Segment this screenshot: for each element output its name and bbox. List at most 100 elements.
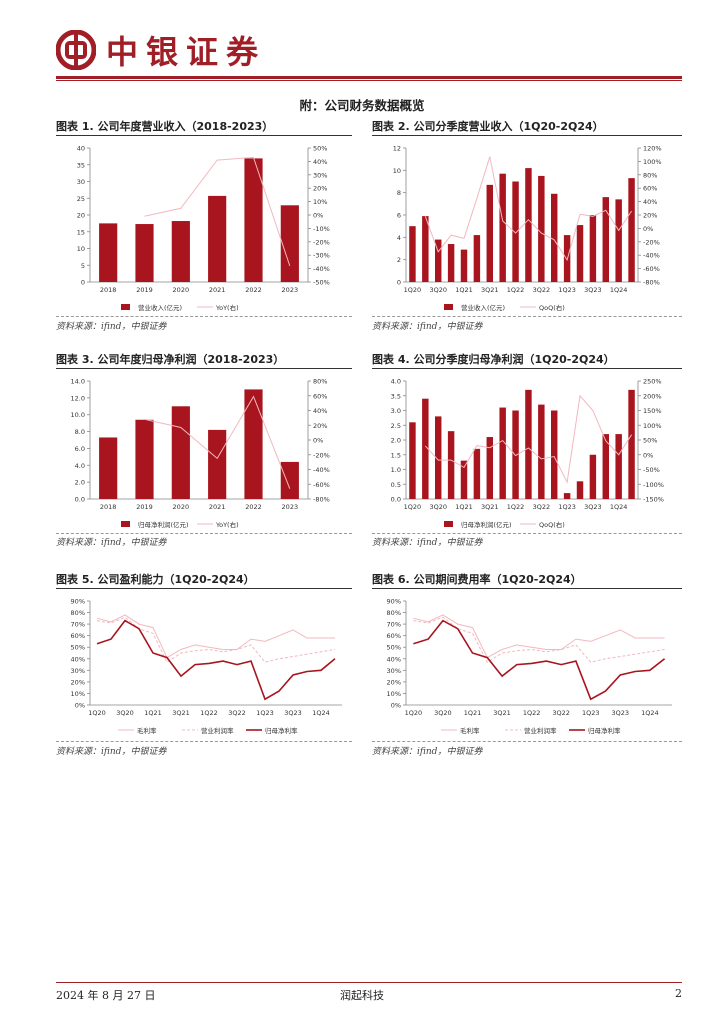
- source-rule: [372, 741, 682, 742]
- bar: [551, 193, 558, 282]
- series-line: [424, 156, 633, 262]
- y-tick-label-right: 50%: [313, 145, 327, 153]
- x-tick-label: 1Q24: [641, 709, 659, 717]
- x-tick-label: 3Q20: [434, 709, 452, 717]
- y-tick-label-left: 15: [77, 228, 85, 236]
- x-tick-label: 2018: [100, 286, 117, 294]
- legend-swatch: [121, 304, 130, 310]
- y-tick-label-left: 1.5: [391, 451, 401, 459]
- x-tick-label: 1Q21: [464, 709, 482, 717]
- y-tick-label-left: 2: [397, 256, 401, 264]
- x-tick-label: 2020: [173, 503, 190, 511]
- y-tick-label-left: 40%: [71, 655, 85, 663]
- y-tick-label-left: 0.5: [391, 481, 401, 489]
- bar: [486, 184, 493, 282]
- y-tick-label-left: 10: [393, 167, 401, 175]
- series-line: [96, 616, 336, 663]
- x-tick-label: 3Q22: [552, 709, 570, 717]
- y-tick-label-right: -20%: [313, 451, 330, 459]
- x-tick-label: 1Q20: [88, 709, 106, 717]
- figure-3-title-rule: [56, 368, 352, 369]
- bar: [538, 175, 545, 282]
- y-tick-label-left: 60%: [387, 632, 401, 640]
- figure-5-title-rule: [56, 588, 352, 589]
- bar: [447, 431, 455, 499]
- y-tick-label-left: 60%: [71, 632, 85, 640]
- source-rule: [372, 533, 682, 534]
- x-tick-label: 3Q23: [284, 709, 302, 717]
- bar: [628, 178, 635, 282]
- y-tick-label-left: 0%: [391, 702, 401, 710]
- figure-5-title: 图表 5. 公司盈利能力（1Q20-2Q24）: [56, 573, 255, 586]
- y-tick-label-right: 80%: [313, 378, 327, 386]
- x-tick-label: 2019: [136, 503, 153, 511]
- y-tick-label-left: 2.0: [391, 437, 401, 445]
- bar: [615, 199, 622, 282]
- bar: [208, 429, 227, 499]
- source-note: 资料来源：ifind，中银证券: [372, 538, 483, 548]
- figure-4-title-rule: [372, 368, 682, 369]
- y-tick-label-right: 80%: [643, 171, 657, 179]
- bar: [171, 221, 190, 282]
- y-tick-label-right: -20%: [643, 238, 660, 246]
- y-tick-label-left: 3.5: [391, 392, 401, 400]
- source-rule: [372, 316, 682, 317]
- legend-swatch: [444, 521, 453, 527]
- y-tick-label-left: 8: [397, 189, 401, 197]
- y-tick-label-right: -60%: [643, 265, 660, 273]
- bar: [208, 195, 227, 282]
- y-tick-label-right: 0%: [313, 212, 323, 220]
- y-tick-label-right: 0%: [643, 225, 653, 233]
- y-tick-label-right: 100%: [643, 422, 662, 430]
- bar: [422, 216, 429, 282]
- x-tick-label: 1Q21: [455, 286, 473, 294]
- y-tick-label-right: 120%: [643, 145, 662, 153]
- y-tick-label-left: 0: [397, 279, 401, 287]
- bar: [602, 434, 609, 499]
- y-tick-label-left: 0: [81, 279, 85, 287]
- y-tick-label-left: 20%: [71, 678, 85, 686]
- header-rule-thin: [56, 80, 682, 81]
- bar: [538, 404, 545, 499]
- y-tick-label-right: 20%: [313, 185, 327, 193]
- x-tick-label: 2023: [282, 503, 299, 511]
- legend-label: 毛利率: [137, 726, 157, 735]
- y-tick-label-left: 12: [393, 145, 401, 153]
- bar: [460, 460, 468, 499]
- y-tick-label-right: 0%: [643, 451, 653, 459]
- x-tick-label: 2018: [100, 503, 117, 511]
- header-rule: [56, 76, 682, 79]
- y-tick-label-left: 10%: [71, 690, 85, 698]
- x-tick-label: 3Q21: [493, 709, 511, 717]
- figure-2-title: 图表 2. 公司分季度营业收入（1Q20-2Q24）: [372, 120, 604, 133]
- source-rule: [56, 533, 352, 534]
- source-note: 资料来源：ifind，中银证券: [372, 322, 483, 332]
- series-line: [96, 614, 335, 659]
- bar: [589, 454, 597, 499]
- x-tick-label: 1Q23: [582, 709, 600, 717]
- y-tick-label-left: 30%: [71, 667, 85, 675]
- bar: [409, 422, 416, 499]
- x-tick-label: 2022: [245, 286, 262, 294]
- y-tick-label-left: 10.0: [71, 411, 85, 419]
- bar: [576, 481, 584, 499]
- y-tick-label-left: 14.0: [71, 378, 85, 386]
- y-tick-label-left: 6.0: [75, 445, 85, 453]
- y-tick-label-left: 30: [77, 178, 85, 186]
- y-tick-label-left: 0%: [75, 702, 85, 710]
- y-tick-label-right: 150%: [643, 407, 662, 415]
- y-tick-label-left: 12.0: [71, 394, 85, 402]
- y-tick-label-left: 25: [77, 195, 85, 203]
- legend-swatch: [121, 521, 130, 527]
- series-line: [96, 619, 336, 701]
- bar: [512, 181, 519, 282]
- y-tick-label-right: 250%: [643, 378, 662, 386]
- report-header: 中银证券: [56, 22, 266, 78]
- y-tick-label-left: 1.0: [391, 466, 401, 474]
- y-tick-label-right: 20%: [643, 212, 657, 220]
- bar: [280, 461, 299, 499]
- bar: [525, 389, 532, 499]
- series-line: [413, 616, 665, 663]
- x-tick-label: 1Q21: [144, 709, 162, 717]
- x-tick-label: 2022: [245, 503, 262, 511]
